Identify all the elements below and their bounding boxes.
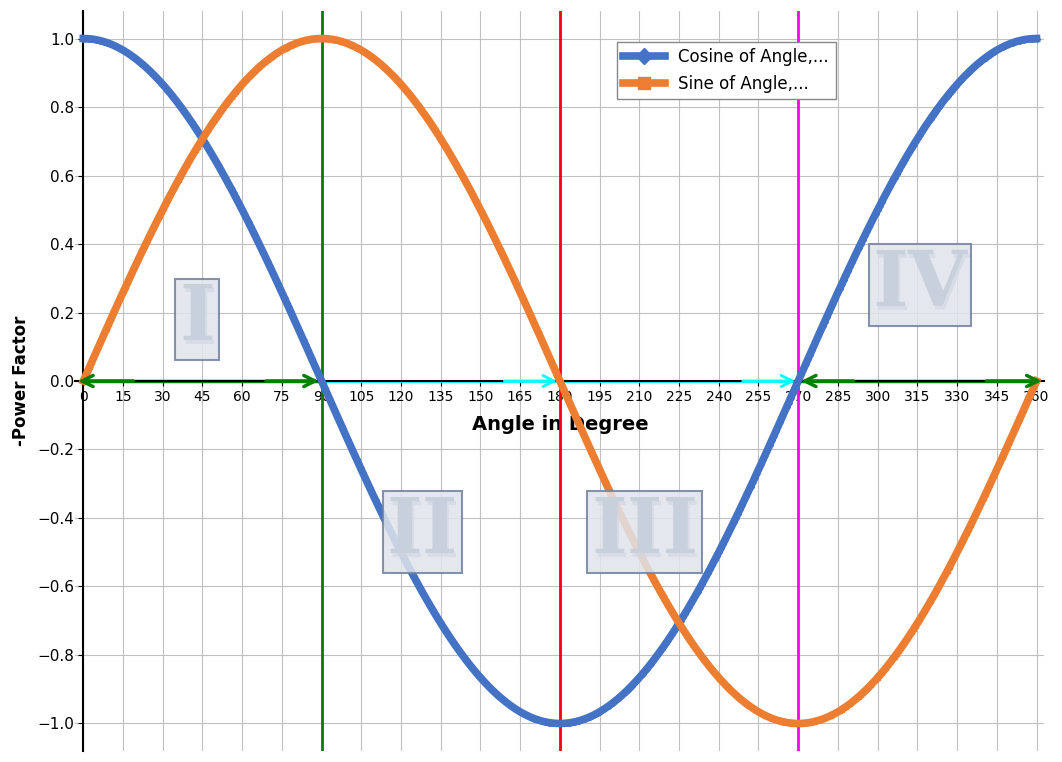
Cosine of Angle,... [373,504,386,514]
Line: Cosine of Angle,...: Cosine of Angle,... [81,37,1039,725]
Cosine of Angle,... [191,127,204,136]
Cosine of Angle,... [553,719,566,728]
Sine of Angle,... [1030,376,1043,386]
Line: Sine of Angle,...: Sine of Angle,... [81,37,1039,725]
Sine of Angle,... [137,245,150,254]
Cosine of Angle,... [76,34,89,43]
Sine of Angle,... [792,719,805,728]
Cosine of Angle,... [813,328,826,338]
Sine of Angle,... [736,696,749,705]
Text: III: III [590,495,698,568]
X-axis label: Angle in Degree: Angle in Degree [472,415,648,434]
Sine of Angle,... [76,376,89,386]
Text: IV: IV [875,252,970,326]
Y-axis label: -Power Factor: -Power Factor [13,315,31,447]
Cosine of Angle,... [1030,34,1043,43]
Legend: Cosine of Angle,..., Sine of Angle,...: Cosine of Angle,..., Sine of Angle,... [617,42,836,99]
Sine of Angle,... [190,144,203,153]
Text: I: I [182,287,217,360]
Sine of Angle,... [813,716,826,725]
Sine of Angle,... [191,142,204,151]
Cosine of Angle,... [190,125,203,134]
Text: II: II [387,495,458,568]
Cosine of Angle,... [736,501,749,510]
Text: III: III [593,499,700,573]
Cosine of Angle,... [137,60,150,69]
Text: IV: IV [873,248,967,322]
Sine of Angle,... [374,59,387,68]
Text: II: II [389,499,460,573]
Text: I: I [179,283,215,357]
Sine of Angle,... [315,34,328,43]
